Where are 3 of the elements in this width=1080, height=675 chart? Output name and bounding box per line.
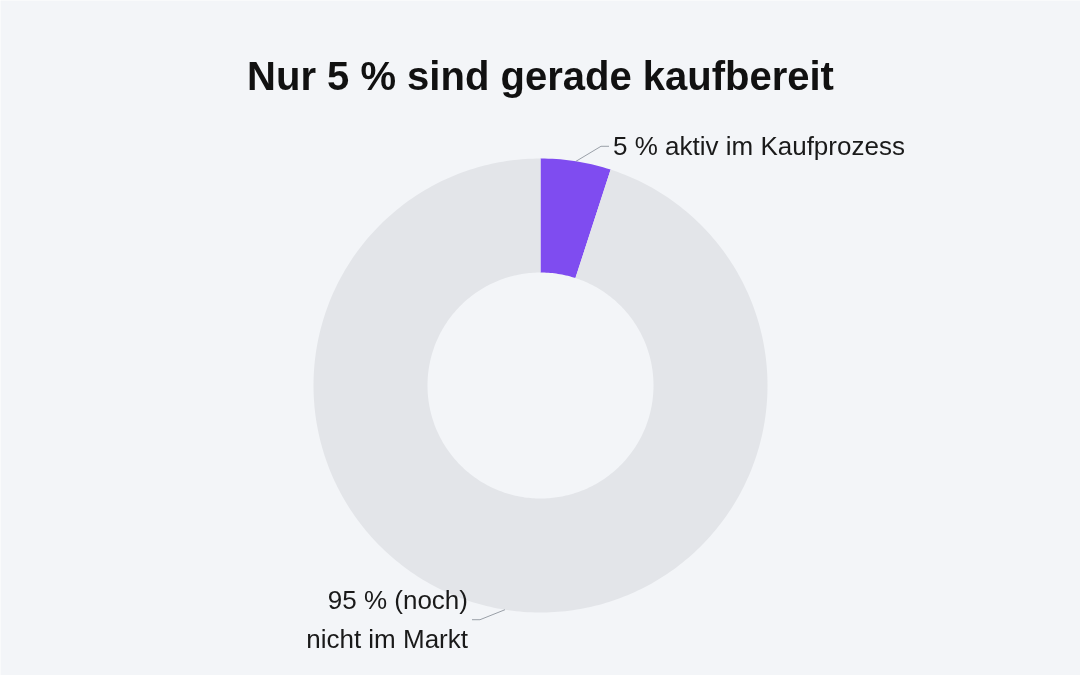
slice-label: 95 % (noch) nicht im Markt: [306, 585, 469, 655]
chart-title: Nur 5 % sind gerade kaufbereit: [247, 53, 834, 98]
slice-label: 5 % aktiv im Kaufprozess: [613, 131, 905, 162]
